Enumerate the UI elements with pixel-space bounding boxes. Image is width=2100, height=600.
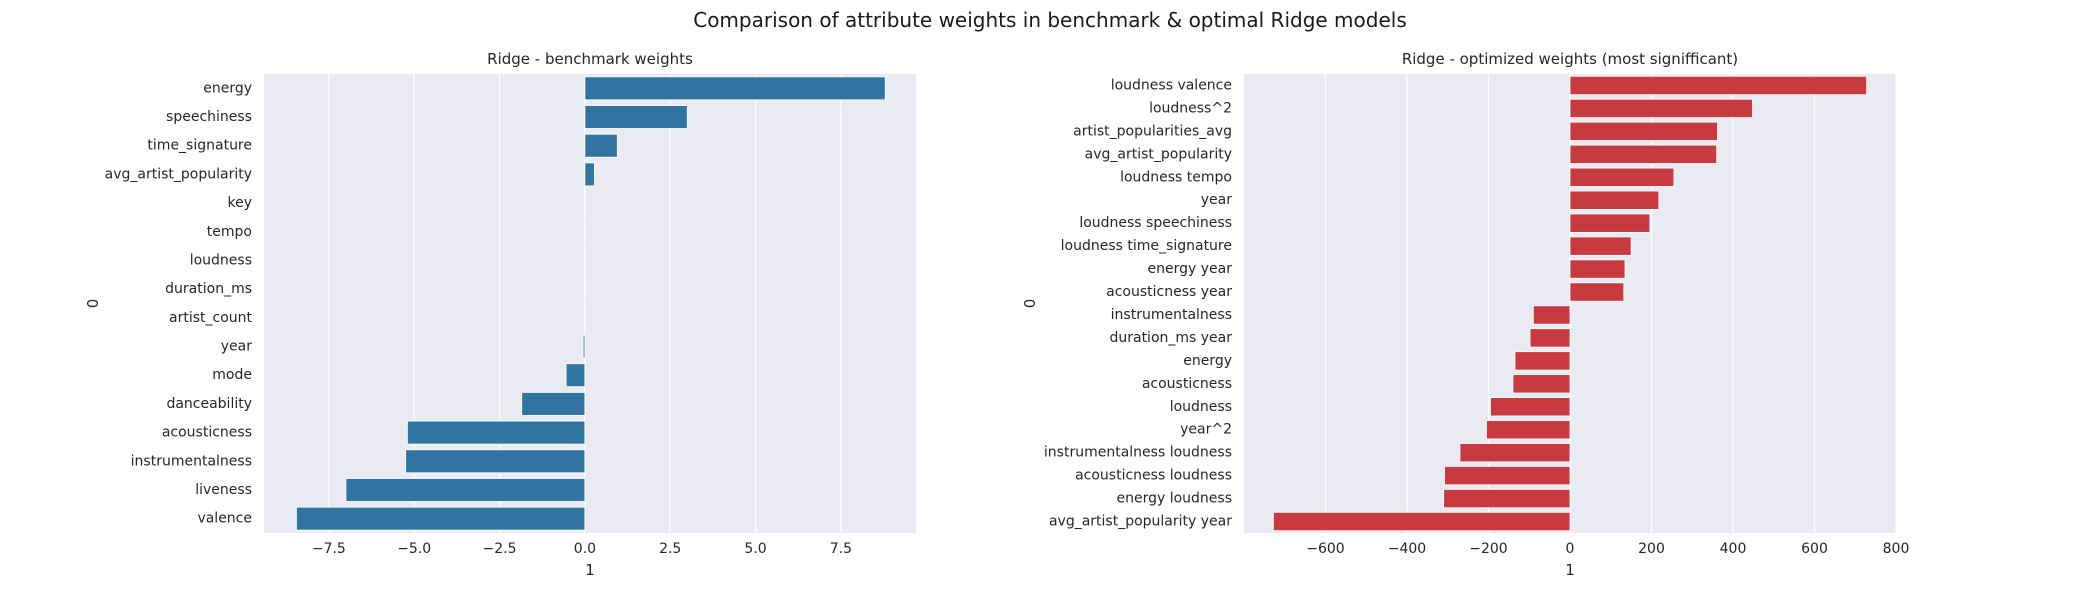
optimized-x-tick-label: 0 xyxy=(1566,541,1575,557)
optimized-x-axis-label: 1 xyxy=(1565,561,1575,579)
optimized-category-label: energy xyxy=(1183,353,1232,369)
benchmark-bar-duration-ms xyxy=(584,277,586,302)
optimized-category-label: loudness xyxy=(1170,399,1232,415)
benchmark-bar-speechiness xyxy=(584,105,688,129)
benchmark-category-label: acousticness xyxy=(162,425,252,441)
benchmark-bar-artist-count xyxy=(584,305,586,330)
optimized-bar-energy-year xyxy=(1569,259,1626,279)
optimized-bar-artist-popularities-avg xyxy=(1569,121,1718,141)
optimized-category-label: loudness valence xyxy=(1111,77,1232,93)
benchmark-category-label: liveness xyxy=(195,482,252,498)
optimized-bar-acousticness xyxy=(1512,374,1571,394)
optimized-bar-acousticness-loudness xyxy=(1444,466,1571,486)
optimized-category-label: artist_popularities_avg xyxy=(1073,123,1232,139)
optimized-category-label: avg_artist_popularity year xyxy=(1049,514,1232,530)
optimized-category-label: acousticness year xyxy=(1106,284,1232,300)
optimized-bar-year-2 xyxy=(1486,420,1571,440)
benchmark-x-tick-label: 7.5 xyxy=(830,541,852,557)
benchmark-bar-energy xyxy=(584,76,886,101)
benchmark-category-label: artist_count xyxy=(169,310,253,326)
optimized-bar-avg-artist-popularity xyxy=(1569,144,1718,164)
optimized-category-label: instrumentalness xyxy=(1111,307,1232,323)
optimized-x-tick-label: 400 xyxy=(1720,541,1747,557)
benchmark-category-label: time_signature xyxy=(147,138,252,154)
optimized-x-tick-label: 200 xyxy=(1638,541,1665,557)
benchmark-y-axis-label: 0 xyxy=(84,299,102,309)
benchmark-category-label: duration_ms xyxy=(165,281,252,297)
optimized-bar-loudness-valence xyxy=(1569,75,1868,96)
benchmark-category-label: avg_artist_popularity xyxy=(105,166,252,182)
benchmark-x-axis-label: 1 xyxy=(585,561,595,579)
optimized-bar-loudness-time-signature xyxy=(1569,236,1632,256)
benchmark-category-label: year xyxy=(221,339,252,355)
optimized-category-label: avg_artist_popularity xyxy=(1085,146,1232,162)
optimized-bar-loudness-speechiness xyxy=(1569,213,1651,233)
benchmark-x-tick-label: 5.0 xyxy=(744,541,766,557)
benchmark-category-label: key xyxy=(227,195,252,211)
optimized-category-label: instrumentalness loudness xyxy=(1044,445,1232,461)
optimized-x-tick-label: 800 xyxy=(1883,541,1910,557)
benchmark-category-label: energy xyxy=(203,80,252,96)
optimized-bar-instrumentalness-loudness xyxy=(1459,443,1571,463)
benchmark-category-label: speechiness xyxy=(166,109,252,125)
optimized-x-tick-label: 600 xyxy=(1801,541,1828,557)
optimized-title: Ridge - optimized weights (most signiffi… xyxy=(1402,50,1738,68)
benchmark-bar-year xyxy=(582,334,586,359)
optimized-category-label: energy loudness xyxy=(1116,491,1232,507)
optimized-bar-loudness-2 xyxy=(1569,98,1753,119)
optimized-bar-loudness-tempo xyxy=(1569,167,1675,187)
optimized-x-tick-label: −200 xyxy=(1469,541,1507,557)
benchmark-bar-key xyxy=(584,191,586,215)
benchmark-bar-valence xyxy=(296,506,586,531)
figure-title: Comparison of attribute weights in bench… xyxy=(693,8,1407,32)
optimized-bar-duration-ms-year xyxy=(1529,328,1571,348)
optimized-category-label: acousticness xyxy=(1142,376,1232,392)
benchmark-x-tick-label: 0.0 xyxy=(574,541,596,557)
benchmark-bar-time-signature xyxy=(584,133,618,158)
benchmark-bar-avg-artist-popularity xyxy=(584,162,595,187)
benchmark-category-label: tempo xyxy=(207,224,252,240)
benchmark-x-tick-label: 2.5 xyxy=(659,541,681,557)
optimized-x-tick-label: −600 xyxy=(1306,541,1344,557)
optimized-bar-loudness xyxy=(1490,397,1571,417)
optimized-category-label: acousticness loudness xyxy=(1075,468,1232,484)
optimized-category-label: loudness time_signature xyxy=(1061,238,1232,254)
optimized-y-axis-label: 0 xyxy=(1021,299,1039,309)
optimized-category-label: loudness^2 xyxy=(1149,100,1232,116)
optimized-category-label: year xyxy=(1201,192,1232,208)
benchmark-category-label: valence xyxy=(197,511,252,527)
benchmark-title: Ridge - benchmark weights xyxy=(487,50,693,68)
benchmark-x-tick-label: −5.0 xyxy=(397,541,431,557)
benchmark-bar-liveness xyxy=(345,478,586,502)
optimized-category-label: year^2 xyxy=(1180,422,1232,438)
optimized-x-tick-label: −400 xyxy=(1388,541,1426,557)
optimized-category-label: energy year xyxy=(1148,261,1233,277)
benchmark-bar-danceability xyxy=(521,392,586,416)
benchmark-category-label: loudness xyxy=(190,252,252,268)
benchmark-bar-instrumentalness xyxy=(405,449,586,474)
benchmark-x-tick-label: −2.5 xyxy=(483,541,517,557)
optimized-bar-acousticness-year xyxy=(1569,282,1625,302)
optimized-category-label: loudness tempo xyxy=(1120,169,1232,185)
benchmark-bar-mode xyxy=(565,363,586,388)
optimized-bar-energy xyxy=(1514,351,1571,371)
optimized-category-label: duration_ms year xyxy=(1109,330,1232,346)
optimized-bar-avg-artist-popularity-year xyxy=(1272,511,1571,532)
benchmark-category-label: mode xyxy=(212,367,252,383)
optimized-bar-instrumentalness xyxy=(1532,305,1571,325)
optimized-category-label: loudness speechiness xyxy=(1079,215,1232,231)
benchmark-category-label: danceability xyxy=(166,396,252,412)
benchmark-bar-tempo xyxy=(584,219,586,244)
benchmark-category-label: instrumentalness xyxy=(131,453,252,469)
benchmark-bar-acousticness xyxy=(406,420,586,445)
benchmark-bar-loudness xyxy=(584,248,586,273)
benchmark-x-tick-label: −7.5 xyxy=(312,541,346,557)
optimized-bar-year xyxy=(1569,190,1660,210)
optimized-bar-energy-loudness xyxy=(1443,488,1571,509)
